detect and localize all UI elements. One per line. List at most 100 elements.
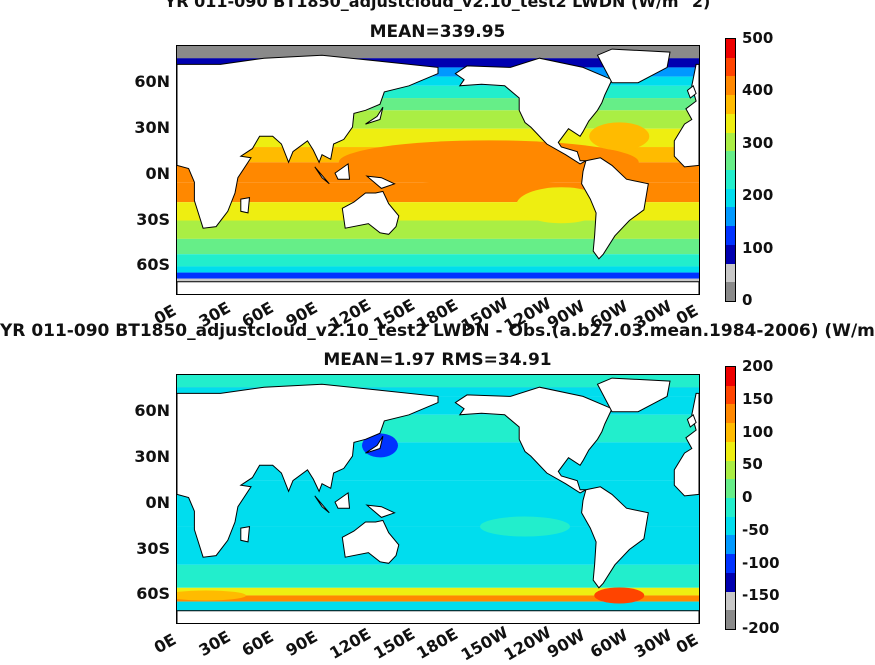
continent-shape [341, 519, 400, 564]
panel2-title: YR 011-090 BT1850_adjustcloud_v2.10_test… [0, 321, 875, 341]
field-band [177, 220, 699, 239]
colorbar-tick-label: 150 [742, 389, 774, 408]
colorbar-segment [726, 151, 735, 171]
lat-tick-label: 60N [134, 400, 170, 420]
colorbar-segment [726, 95, 735, 115]
continent-shape [177, 383, 439, 558]
colorbar-tick-label: 100 [742, 422, 774, 441]
panel2-subtitle: MEAN=1.97 RMS=34.91 [323, 350, 552, 370]
colorbar-tick-label: 500 [742, 29, 774, 47]
colorbar-segment [726, 460, 735, 480]
field-band [177, 266, 699, 273]
continent-shape [686, 84, 697, 99]
continent-shape [334, 162, 351, 180]
lon-tick-label: 60W [586, 625, 631, 662]
lon-tick-label: 150E [369, 624, 418, 663]
field-band [177, 238, 699, 255]
field-band [177, 58, 699, 68]
continent-shape [581, 486, 649, 589]
lat-tick-label: 60S [136, 255, 170, 275]
colorbar-segment [726, 404, 735, 424]
field-band [177, 254, 699, 267]
continent-shape [314, 495, 330, 514]
continent-shape [177, 610, 699, 623]
colorbar-segment [726, 188, 735, 208]
colorbar-tick-label: 300 [742, 133, 774, 152]
lon-tick-label: 90E [281, 626, 321, 661]
lat-tick-label: 0N [145, 163, 170, 183]
continent-shape [240, 196, 251, 214]
colorbar-segment [726, 282, 735, 302]
colorbar-segment [726, 226, 735, 246]
continent-shape [240, 525, 251, 543]
lat-tick-label: 30N [134, 446, 170, 466]
panel1-colorbar [725, 38, 736, 302]
panel2-map-svg [177, 375, 699, 623]
colorbar-tick-label: 0 [742, 488, 753, 506]
field-band [177, 387, 699, 397]
colorbar-segment [726, 572, 735, 593]
continent-shape [454, 57, 613, 165]
field-band [177, 272, 699, 279]
colorbar-tick-label: 50 [742, 455, 763, 474]
continent-shape [673, 63, 699, 168]
field-band [177, 595, 699, 602]
continent-shape [673, 392, 699, 497]
colorbar-tick-label: 0 [742, 291, 753, 309]
continent-shape [334, 491, 351, 509]
continent-shape [177, 54, 439, 229]
colorbar-tick-label: 100 [742, 238, 774, 257]
colorbar-segment [726, 76, 735, 96]
colorbar-tick-label: 400 [742, 81, 774, 100]
colorbar-segment [726, 57, 735, 77]
continent-shape [365, 435, 384, 454]
colorbar-segment [726, 479, 735, 499]
lon-tick-label: 30E [194, 626, 234, 661]
lon-tick-label: 0E [150, 629, 180, 658]
colorbar-segment [726, 113, 735, 134]
lat-tick-label: 0N [145, 492, 170, 512]
colorbar-segment [726, 244, 735, 265]
panel1-subtitle: MEAN=339.95 [369, 22, 506, 42]
colorbar-segment [726, 498, 735, 518]
colorbar-segment [726, 170, 735, 190]
field-band [177, 587, 699, 596]
lat-tick-label: 30S [136, 538, 170, 558]
lat-tick-label: 30N [134, 117, 170, 137]
field-band [177, 76, 699, 86]
field-band [177, 375, 699, 388]
continent-shape [365, 504, 396, 518]
colorbar-segment [726, 610, 735, 630]
continent-shape [581, 157, 649, 260]
field-band [177, 601, 699, 611]
colorbar-segment [726, 441, 735, 462]
bias-feature-south-atlantic [594, 587, 645, 604]
lon-tick-label: 60E [238, 626, 277, 661]
colorbar-tick-label: -100 [742, 553, 780, 572]
colorbar-tick-label: 200 [742, 186, 774, 205]
field-band [177, 46, 699, 59]
lon-tick-label: 180E [413, 624, 462, 663]
east-pacific-feature [516, 187, 607, 224]
continent-shape [596, 377, 671, 413]
lon-tick-label: 0E [672, 629, 702, 658]
lat-tick-label: 30S [136, 209, 170, 229]
lat-tick-label: 60N [134, 71, 170, 91]
bias-feature-pacific [480, 516, 570, 537]
continent-shape [314, 166, 330, 185]
colorbar-segment [726, 263, 735, 283]
colorbar-tick-label: -150 [742, 586, 780, 605]
continent-shape [454, 386, 613, 494]
lon-tick-label: 30W [630, 625, 675, 662]
lon-tick-label: 150W [457, 622, 511, 665]
colorbar-segment [726, 591, 735, 611]
continent-shape [341, 190, 400, 235]
colorbar-segment [726, 423, 735, 443]
colorbar-segment [726, 385, 735, 405]
panel2-colorbar [725, 366, 736, 630]
continent-shape [596, 48, 671, 84]
panel2-map [176, 374, 700, 624]
continent-shape [177, 281, 699, 294]
panel1-map [176, 45, 700, 295]
panel1-map-svg [177, 46, 699, 294]
